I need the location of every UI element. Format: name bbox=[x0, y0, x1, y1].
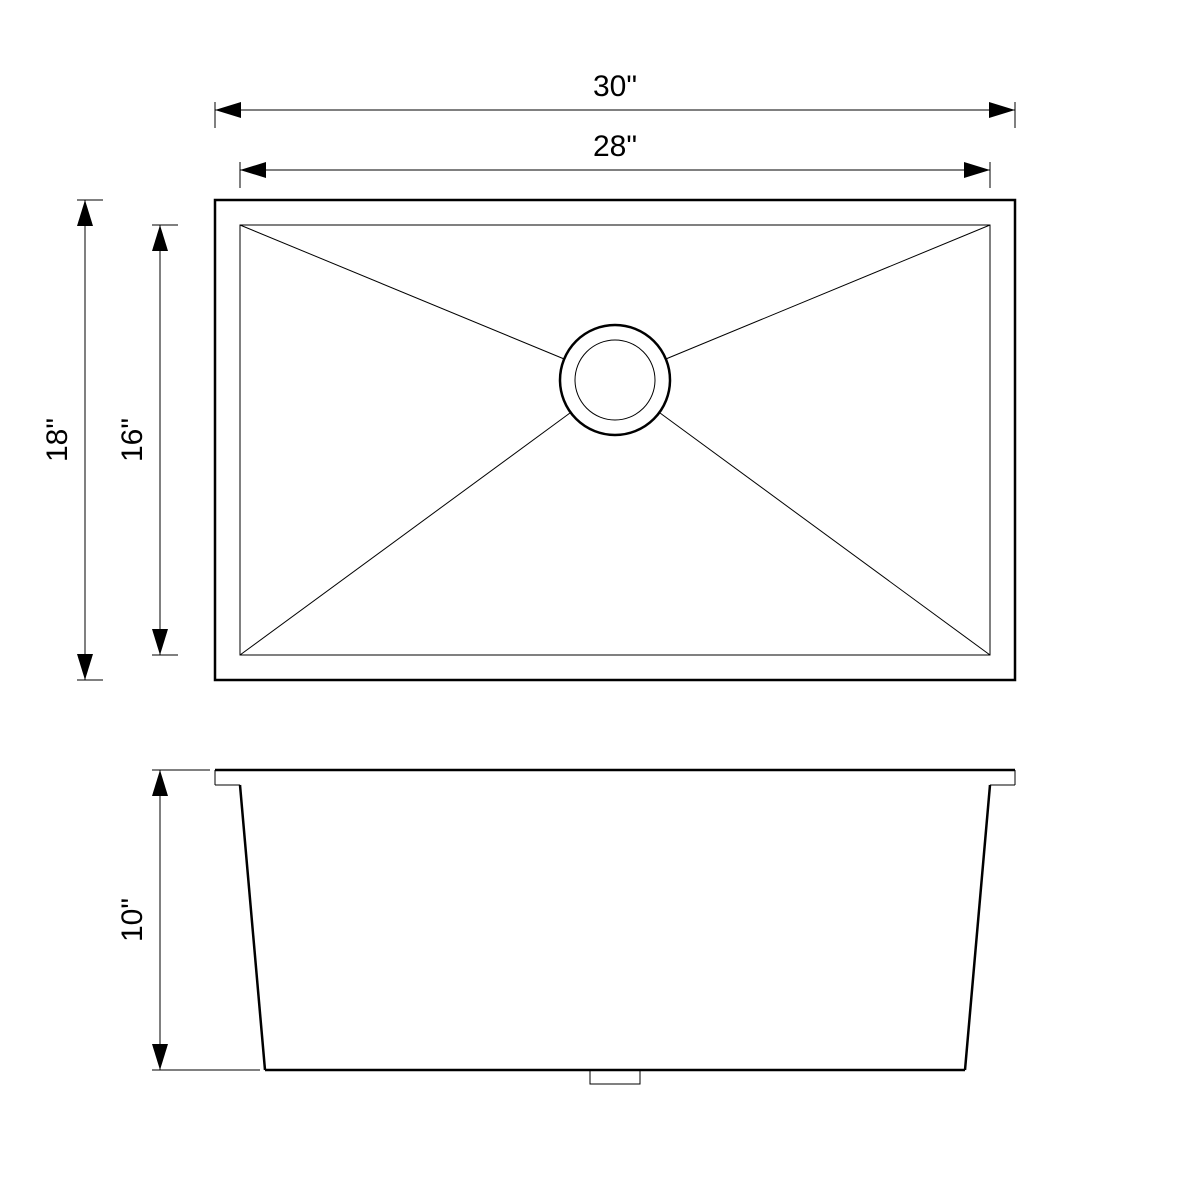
arrowhead-icon bbox=[152, 629, 168, 655]
arrowhead-icon bbox=[989, 102, 1015, 118]
arrowhead-icon bbox=[152, 770, 168, 796]
dim-outer-height: 18" bbox=[41, 418, 74, 462]
arrowhead-icon bbox=[152, 225, 168, 251]
dim-depth: 10" bbox=[116, 898, 149, 942]
arrowhead-icon bbox=[964, 162, 990, 178]
dim-inner-height: 16" bbox=[116, 418, 149, 462]
arrowhead-icon bbox=[77, 654, 93, 680]
arrowhead-icon bbox=[152, 1044, 168, 1070]
dim-outer-width: 30" bbox=[593, 70, 637, 103]
arrowhead-icon bbox=[77, 200, 93, 226]
dim-inner-width: 28" bbox=[593, 130, 637, 163]
arrowhead-icon bbox=[240, 162, 266, 178]
sink-dimensional-diagram: 30" 28" 18" 16" 10" bbox=[0, 0, 1200, 1200]
arrowhead-icon bbox=[215, 102, 241, 118]
